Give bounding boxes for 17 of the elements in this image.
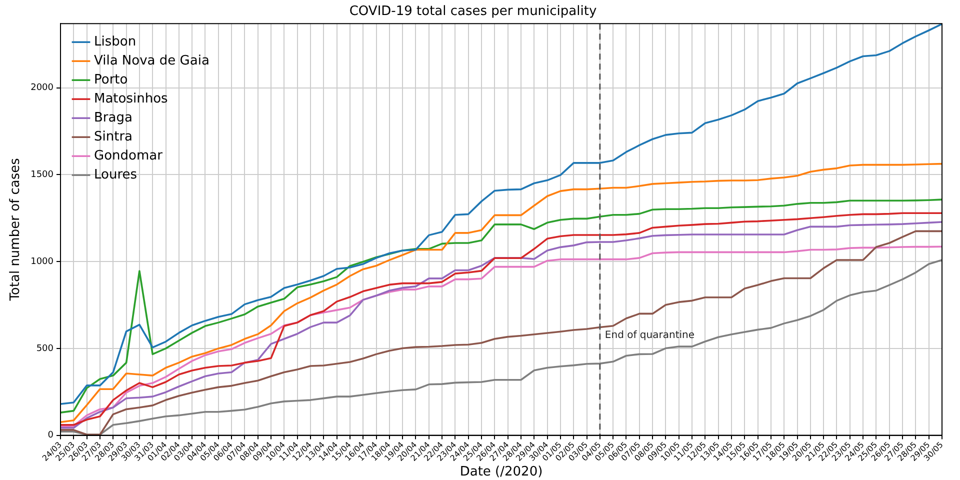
y-tick-label: 1000: [30, 256, 54, 267]
ref-line-label: End of quarantine: [604, 330, 695, 342]
legend-label: Braga: [94, 110, 132, 126]
x-axis-title: Date (/2020): [460, 464, 543, 480]
legend-label: Lisbon: [94, 34, 136, 50]
legend-label: Porto: [94, 72, 128, 88]
y-tick-label: 2000: [30, 83, 54, 94]
y-tick-label: 0: [48, 430, 54, 441]
legend-label: Vila Nova de Gaia: [94, 53, 210, 68]
legend-label: Gondomar: [94, 148, 164, 164]
legend-label: Loures: [94, 167, 138, 182]
chart-title: COVID-19 total cases per municipality: [349, 4, 597, 20]
y-tick-label: 1500: [30, 170, 54, 180]
y-axis-title: Total number of cases: [8, 158, 24, 302]
legend-label: Sintra: [94, 129, 133, 144]
legend-label: Matosinhos: [94, 91, 168, 106]
y-tick-label: 500: [36, 344, 54, 354]
